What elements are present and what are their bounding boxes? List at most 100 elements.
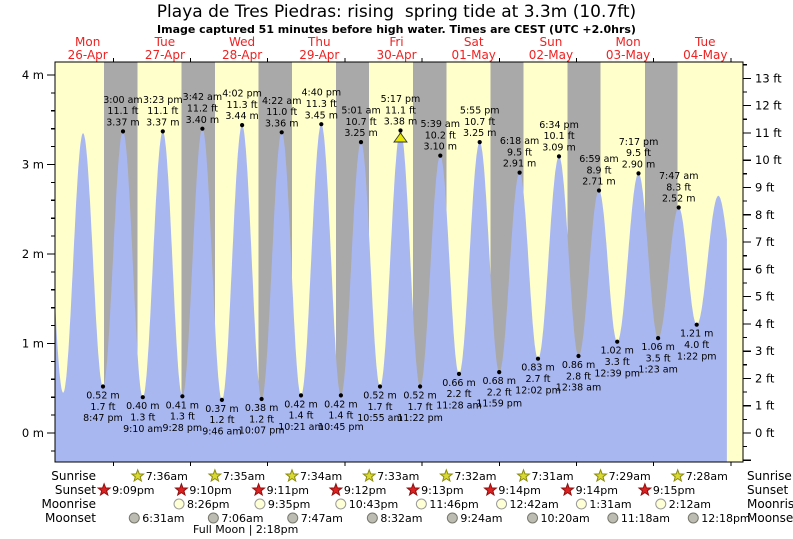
tide-extreme-dot [358,140,364,145]
tide-extreme-label: 0.40 m 1.3 ft 9:10 am [123,401,162,435]
day-label: Sun 02-May [529,35,573,62]
plot-border [54,61,744,463]
current-position-marker [393,132,408,143]
tide-extreme-dot [418,384,423,389]
y-axis-label-ft: 10 ft [755,153,782,167]
sunrise-star-icon [130,468,145,483]
moonset-icon [446,512,458,524]
astro-row-label-left: Moonset [45,511,96,525]
astro-time: 12:42am [510,498,559,511]
tide-extreme-dot [140,395,145,400]
tide-curve-area [55,124,727,462]
tide-extreme-dot [398,128,403,133]
astro-time: 7:47am [301,512,343,525]
tide-extreme-dot [556,154,562,159]
sunrise-star-icon [361,468,377,483]
tide-extreme-dot [279,130,284,135]
tide-extreme-label: 5:17 pm 11.1 ft 3.38 m [381,94,421,128]
y-axis-label-ft: 4 ft [755,317,775,331]
tide-extreme-dot [120,129,126,134]
tide-extreme-dot [319,122,324,127]
tide-extreme-label: 7:47 am 8.3 ft 2.52 m [659,171,698,205]
tide-extreme-dot [576,353,581,359]
full-moon-note: Full Moon | 2:18pm [193,523,298,536]
tide-extreme-label: 1.21 m 4.0 ft 1:22 pm [677,329,717,363]
astro-time: 2:12am [669,498,711,511]
tide-extreme-label: 0.42 m 1.4 ft 10:45 pm [318,399,364,433]
astro-time: 8:32am [380,512,422,525]
tide-extreme-dot [377,384,383,389]
astro-row-label-left: Sunset [55,483,96,497]
astro-time: 9:13pm [421,484,463,497]
sunrise-star-icon [284,468,300,483]
day-label: Wed 28-Apr [222,35,262,62]
day-label: Mon 03-May [606,35,650,62]
tide-extreme-label: 0.52 m 1.7 ft 8:47 pm [83,391,123,425]
tide-extreme-dot [676,205,681,210]
astro-row-label-right: Moonrise [747,497,793,511]
astro-time: 7:34am [300,470,342,483]
tide-extreme-dot [656,336,661,341]
sunset-star-icon [483,482,498,497]
tide-extreme-label: 1.02 m 3.3 ft 12:39 pm [594,346,640,380]
moonrise-icon [496,498,508,510]
moonset-icon [287,512,299,524]
tide-extreme-dot [259,396,264,402]
tide-extreme-label: 5:39 am 10.2 ft 3.10 m [421,119,460,153]
sunset-star-icon [560,482,575,497]
tide-extreme-label: 0.42 m 1.4 ft 10:21 am [278,399,323,433]
moonrise-icon [173,498,185,510]
astro-row-label-right: Sunset [747,483,788,497]
moonset-icon [687,512,699,524]
astro-time: 7:29am [609,470,651,483]
astro-time: 7:32am [454,470,496,483]
tide-extreme-label: 6:34 pm 10.1 ft 3.09 m [539,120,579,154]
astro-time: 7:36am [146,470,188,483]
tide-extreme-label: 4:02 pm 11.3 ft 3.44 m [222,89,262,123]
y-axis-label-m: 1 m [22,337,44,351]
y-axis-label-ft: 12 ft [755,99,782,113]
tide-extreme-dot [596,188,602,193]
astro-time: 9:11pm [267,484,309,497]
astro-time: 1:31am [589,498,631,511]
astro-time: 10:20am [541,512,590,525]
tide-extreme-label: 5:55 pm 10.7 ft 3.25 m [460,106,500,140]
chart-title: Playa de Tres Piedras: rising spring tid… [156,2,637,22]
moonset-icon [366,512,378,524]
y-axis-label-ft: 1 ft [755,399,775,413]
tide-extreme-dot [240,123,245,128]
tide-extreme-label: 3:23 pm 11.1 ft 3.37 m [143,95,183,129]
sunrise-star-icon [207,468,223,483]
tide-extreme-label: 0.52 m 1.7 ft 10:55 am [357,391,402,425]
moonrise-icon [655,498,667,510]
astro-time: 6:31am [142,512,184,525]
y-axis-label-ft: 5 ft [755,290,775,304]
astro-time: 9:24am [460,512,502,525]
sunset-star-icon [96,482,112,497]
moonset-icon [607,512,619,524]
y-axis-label-ft: 7 ft [755,235,775,249]
tide-extreme-label: 0.66 m 2.2 ft 11:28 am [436,378,481,412]
tide-extreme-label: 6:59 am 8.9 ft 2.71 m [579,154,618,188]
tide-extreme-dot [298,393,304,398]
tide-extreme-dot [200,126,205,131]
y-axis-label-ft: 3 ft [755,344,775,358]
astro-time: 7:35am [223,470,265,483]
tide-extreme-dot [615,339,620,344]
y-axis-label-ft: 13 ft [755,71,782,85]
moonrise-icon [415,498,427,510]
sunrise-star-icon [516,468,531,483]
y-axis-label-m: 0 m [22,426,44,440]
astro-time: 9:35pm [268,498,310,511]
tide-extreme-label: 6:18 am 9.5 ft 2.91 m [500,136,539,170]
astro-row-label-right: Sunrise [747,469,792,483]
astro-time: 9:12pm [344,484,386,497]
y-axis-label-ft: 11 ft [755,126,782,140]
y-axis-label-m: 4 m [22,68,44,82]
day-label: Mon 26-Apr [68,35,108,62]
tide-extreme-dot [535,356,541,361]
tide-extreme-dot [694,322,699,327]
astro-time: 7:28am [686,470,728,483]
